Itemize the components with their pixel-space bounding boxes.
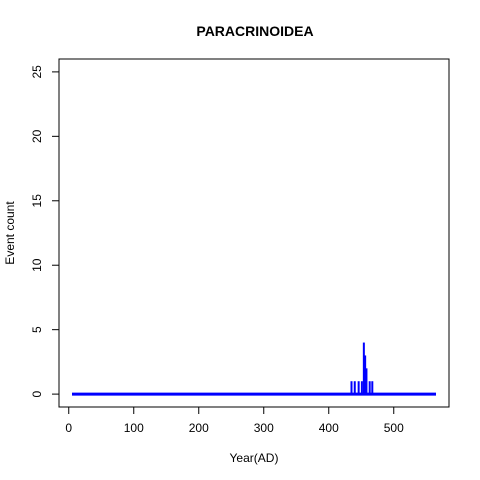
y-axis-label: Event count <box>3 201 17 265</box>
x-tick-label: 200 <box>189 421 209 435</box>
event-series <box>72 342 436 396</box>
y-tick-label: 10 <box>30 258 44 272</box>
plot-frame <box>58 58 450 408</box>
x-tick-label: 0 <box>65 421 72 435</box>
x-tick-label: 500 <box>384 421 404 435</box>
x-axis: 0 100 200 300 400 500 <box>65 406 404 435</box>
y-tick-label: 0 <box>30 390 44 397</box>
chart-title: PARACRINOIDEA <box>196 23 313 39</box>
y-tick-label: 20 <box>30 129 44 143</box>
y-tick-label: 15 <box>30 194 44 208</box>
x-axis-label: Year(AD) <box>230 451 279 465</box>
x-tick-label: 400 <box>319 421 339 435</box>
x-tick-label: 100 <box>124 421 144 435</box>
x-tick-label: 300 <box>254 421 274 435</box>
y-axis: 0 5 10 15 20 25 <box>30 65 60 397</box>
y-tick-label: 5 <box>30 326 44 333</box>
y-tick-label: 25 <box>30 65 44 79</box>
